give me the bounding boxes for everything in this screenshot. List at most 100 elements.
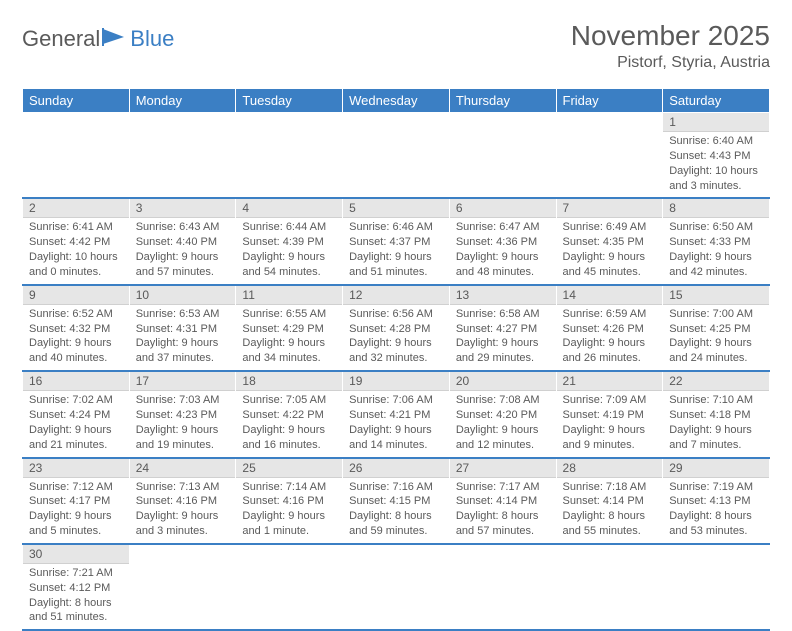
sunrise-line: Sunrise: 6:41 AM <box>29 220 123 235</box>
daylight-line: Daylight: 9 hours and 45 minutes. <box>563 250 657 280</box>
sunset-line: Sunset: 4:23 PM <box>136 408 230 423</box>
sunset-line: Sunset: 4:32 PM <box>29 322 123 337</box>
calendar-cell: 18Sunrise: 7:05 AMSunset: 4:22 PMDayligh… <box>236 371 343 457</box>
calendar-cell <box>556 113 663 199</box>
day-content: Sunrise: 7:03 AMSunset: 4:23 PMDaylight:… <box>130 391 236 456</box>
day-number: 14 <box>557 286 663 305</box>
daylight-line: Daylight: 8 hours and 55 minutes. <box>563 509 657 539</box>
sunset-line: Sunset: 4:43 PM <box>669 149 763 164</box>
calendar-cell: 8Sunrise: 6:50 AMSunset: 4:33 PMDaylight… <box>663 198 770 284</box>
day-content: Sunrise: 6:58 AMSunset: 4:27 PMDaylight:… <box>450 305 556 370</box>
day-content: Sunrise: 7:14 AMSunset: 4:16 PMDaylight:… <box>236 478 342 543</box>
sunset-line: Sunset: 4:33 PM <box>669 235 763 250</box>
day-content: Sunrise: 6:41 AMSunset: 4:42 PMDaylight:… <box>23 218 129 283</box>
calendar-cell <box>663 544 770 630</box>
daylight-line: Daylight: 9 hours and 51 minutes. <box>349 250 443 280</box>
calendar-week-row: 2Sunrise: 6:41 AMSunset: 4:42 PMDaylight… <box>23 198 770 284</box>
calendar-cell <box>343 113 450 199</box>
day-number: 26 <box>343 459 449 478</box>
day-number: 8 <box>663 199 769 218</box>
sunset-line: Sunset: 4:28 PM <box>349 322 443 337</box>
day-content: Sunrise: 6:56 AMSunset: 4:28 PMDaylight:… <box>343 305 449 370</box>
sunrise-line: Sunrise: 7:17 AM <box>456 480 550 495</box>
calendar-cell: 16Sunrise: 7:02 AMSunset: 4:24 PMDayligh… <box>23 371 130 457</box>
sunset-line: Sunset: 4:35 PM <box>563 235 657 250</box>
page-subtitle: Pistorf, Styria, Austria <box>571 54 770 72</box>
day-number: 15 <box>663 286 769 305</box>
sunrise-line: Sunrise: 6:52 AM <box>29 307 123 322</box>
sunset-line: Sunset: 4:15 PM <box>349 494 443 509</box>
calendar-week-row: 23Sunrise: 7:12 AMSunset: 4:17 PMDayligh… <box>23 458 770 544</box>
calendar-cell <box>23 113 130 199</box>
day-content: Sunrise: 6:47 AMSunset: 4:36 PMDaylight:… <box>450 218 556 283</box>
sunrise-line: Sunrise: 6:59 AM <box>563 307 657 322</box>
day-content: Sunrise: 6:46 AMSunset: 4:37 PMDaylight:… <box>343 218 449 283</box>
day-number: 16 <box>23 372 129 391</box>
weekday-wednesday: Wednesday <box>343 89 450 113</box>
calendar-cell: 4Sunrise: 6:44 AMSunset: 4:39 PMDaylight… <box>236 198 343 284</box>
calendar-week-row: 1Sunrise: 6:40 AMSunset: 4:43 PMDaylight… <box>23 113 770 199</box>
day-content: Sunrise: 6:43 AMSunset: 4:40 PMDaylight:… <box>130 218 236 283</box>
sunrise-line: Sunrise: 7:19 AM <box>669 480 763 495</box>
calendar-cell: 20Sunrise: 7:08 AMSunset: 4:20 PMDayligh… <box>449 371 556 457</box>
day-number: 2 <box>23 199 129 218</box>
sunrise-line: Sunrise: 7:02 AM <box>29 393 123 408</box>
day-content: Sunrise: 6:52 AMSunset: 4:32 PMDaylight:… <box>23 305 129 370</box>
calendar-cell: 9Sunrise: 6:52 AMSunset: 4:32 PMDaylight… <box>23 285 130 371</box>
daylight-line: Daylight: 9 hours and 7 minutes. <box>669 423 763 453</box>
daylight-line: Daylight: 9 hours and 54 minutes. <box>242 250 336 280</box>
daylight-line: Daylight: 9 hours and 9 minutes. <box>563 423 657 453</box>
day-content: Sunrise: 7:02 AMSunset: 4:24 PMDaylight:… <box>23 391 129 456</box>
sunset-line: Sunset: 4:12 PM <box>29 581 123 596</box>
weekday-monday: Monday <box>129 89 236 113</box>
day-number: 30 <box>23 545 129 564</box>
calendar-cell: 25Sunrise: 7:14 AMSunset: 4:16 PMDayligh… <box>236 458 343 544</box>
calendar-cell <box>343 544 450 630</box>
calendar-cell: 27Sunrise: 7:17 AMSunset: 4:14 PMDayligh… <box>449 458 556 544</box>
daylight-line: Daylight: 9 hours and 21 minutes. <box>29 423 123 453</box>
flag-icon <box>102 27 128 52</box>
calendar-week-row: 30Sunrise: 7:21 AMSunset: 4:12 PMDayligh… <box>23 544 770 630</box>
daylight-line: Daylight: 9 hours and 1 minute. <box>242 509 336 539</box>
logo-word2: Blue <box>130 26 174 52</box>
day-number: 10 <box>130 286 236 305</box>
day-number: 17 <box>130 372 236 391</box>
sunrise-line: Sunrise: 7:00 AM <box>669 307 763 322</box>
day-number: 7 <box>557 199 663 218</box>
day-number: 9 <box>23 286 129 305</box>
title-block: November 2025 Pistorf, Styria, Austria <box>571 20 770 72</box>
day-content: Sunrise: 7:13 AMSunset: 4:16 PMDaylight:… <box>130 478 236 543</box>
sunset-line: Sunset: 4:40 PM <box>136 235 230 250</box>
sunrise-line: Sunrise: 7:05 AM <box>242 393 336 408</box>
sunrise-line: Sunrise: 7:10 AM <box>669 393 763 408</box>
day-number: 20 <box>450 372 556 391</box>
day-number: 21 <box>557 372 663 391</box>
day-content: Sunrise: 7:05 AMSunset: 4:22 PMDaylight:… <box>236 391 342 456</box>
sunrise-line: Sunrise: 7:18 AM <box>563 480 657 495</box>
daylight-line: Daylight: 9 hours and 26 minutes. <box>563 336 657 366</box>
day-content: Sunrise: 7:08 AMSunset: 4:20 PMDaylight:… <box>450 391 556 456</box>
calendar-week-row: 16Sunrise: 7:02 AMSunset: 4:24 PMDayligh… <box>23 371 770 457</box>
calendar-cell: 12Sunrise: 6:56 AMSunset: 4:28 PMDayligh… <box>343 285 450 371</box>
sunrise-line: Sunrise: 6:43 AM <box>136 220 230 235</box>
sunrise-line: Sunrise: 7:13 AM <box>136 480 230 495</box>
day-content: Sunrise: 7:10 AMSunset: 4:18 PMDaylight:… <box>663 391 769 456</box>
sunrise-line: Sunrise: 6:50 AM <box>669 220 763 235</box>
day-content: Sunrise: 7:09 AMSunset: 4:19 PMDaylight:… <box>557 391 663 456</box>
sunset-line: Sunset: 4:31 PM <box>136 322 230 337</box>
sunset-line: Sunset: 4:22 PM <box>242 408 336 423</box>
calendar-cell: 7Sunrise: 6:49 AMSunset: 4:35 PMDaylight… <box>556 198 663 284</box>
sunset-line: Sunset: 4:20 PM <box>456 408 550 423</box>
calendar-cell: 13Sunrise: 6:58 AMSunset: 4:27 PMDayligh… <box>449 285 556 371</box>
day-number: 29 <box>663 459 769 478</box>
day-content: Sunrise: 6:53 AMSunset: 4:31 PMDaylight:… <box>130 305 236 370</box>
weekday-friday: Friday <box>556 89 663 113</box>
daylight-line: Daylight: 8 hours and 53 minutes. <box>669 509 763 539</box>
daylight-line: Daylight: 8 hours and 57 minutes. <box>456 509 550 539</box>
sunrise-line: Sunrise: 6:55 AM <box>242 307 336 322</box>
sunset-line: Sunset: 4:13 PM <box>669 494 763 509</box>
calendar-cell <box>236 113 343 199</box>
sunset-line: Sunset: 4:36 PM <box>456 235 550 250</box>
sunrise-line: Sunrise: 7:12 AM <box>29 480 123 495</box>
sunset-line: Sunset: 4:14 PM <box>563 494 657 509</box>
